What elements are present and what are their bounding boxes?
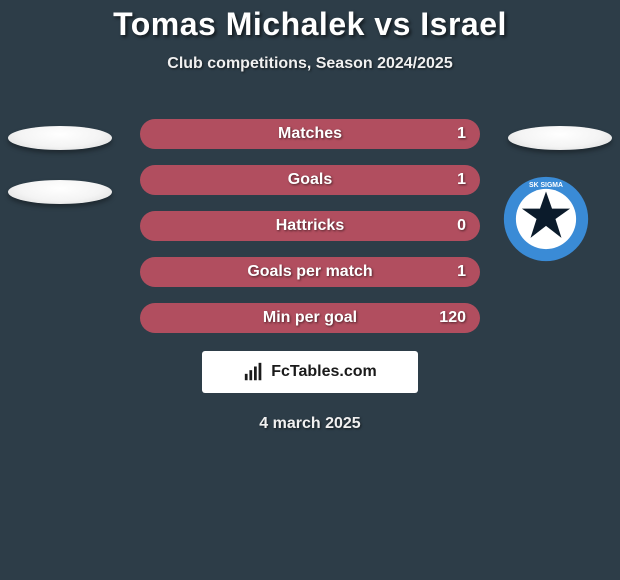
page-title: Tomas Michalek vs Israel	[0, 6, 620, 43]
brand-label: FcTables.com	[271, 363, 377, 381]
stat-bar-bg	[140, 165, 480, 195]
club-badge: SK SIGMA	[503, 176, 589, 262]
bar-chart-icon	[243, 361, 265, 383]
player-photo-placeholder	[8, 126, 112, 150]
stat-bar-bg	[140, 257, 480, 287]
svg-text:SK SIGMA: SK SIGMA	[529, 182, 563, 189]
club-logo-placeholder	[508, 126, 612, 150]
stat-row: Min per goal120	[140, 303, 480, 333]
stat-bar-bg	[140, 119, 480, 149]
stat-row: Goals per match1	[140, 257, 480, 287]
stat-row: Matches1	[140, 119, 480, 149]
brand-attribution[interactable]: FcTables.com	[202, 351, 418, 393]
player-photo-placeholder	[8, 180, 112, 204]
stat-row: Goals1	[140, 165, 480, 195]
stat-bar-bg	[140, 211, 480, 241]
stat-row: Hattricks0	[140, 211, 480, 241]
stat-bar-bg	[140, 303, 480, 333]
subtitle: Club competitions, Season 2024/2025	[0, 55, 620, 73]
shield-icon: SK SIGMA	[503, 176, 589, 262]
date-label: 4 march 2025	[0, 415, 620, 433]
comparison-card: Tomas Michalek vs Israel Club competitio…	[0, 0, 620, 433]
